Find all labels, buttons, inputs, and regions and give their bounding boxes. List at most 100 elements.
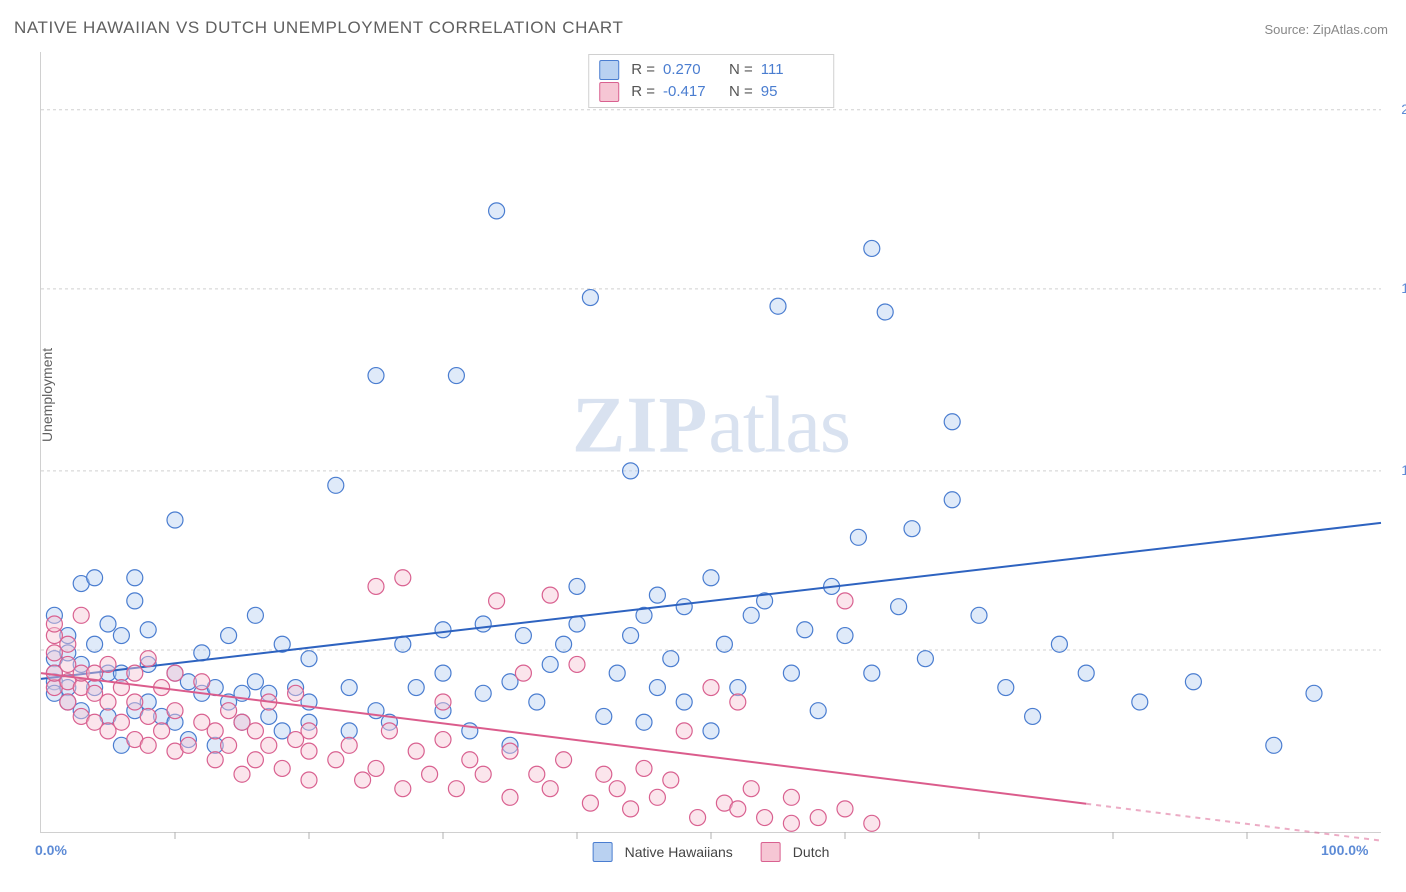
scatter-point	[582, 795, 598, 811]
scatter-point	[542, 656, 558, 672]
scatter-point	[167, 665, 183, 681]
scatter-point	[247, 607, 263, 623]
scatter-point	[864, 815, 880, 831]
scatter-point	[623, 463, 639, 479]
scatter-point	[87, 570, 103, 586]
scatter-point	[127, 665, 143, 681]
scatter-point	[944, 492, 960, 508]
scatter-point	[783, 789, 799, 805]
scatter-point	[180, 737, 196, 753]
scatter-point	[435, 665, 451, 681]
scatter-point	[502, 789, 518, 805]
scatter-point	[810, 703, 826, 719]
source-credit: Source: ZipAtlas.com	[1264, 22, 1388, 37]
scatter-point	[475, 616, 491, 632]
series-legend: Native Hawaiians Dutch	[593, 842, 830, 862]
scatter-point	[100, 616, 116, 632]
scatter-point	[649, 789, 665, 805]
y-tick-label: 12.5%	[1386, 462, 1406, 478]
scatter-point	[221, 737, 237, 753]
scatter-point	[850, 529, 866, 545]
scatter-point	[515, 665, 531, 681]
scatter-point	[556, 752, 572, 768]
scatter-point	[87, 636, 103, 652]
scatter-point	[783, 815, 799, 831]
scatter-point	[757, 810, 773, 826]
scatter-point	[328, 477, 344, 493]
r-value: 0.270	[663, 59, 721, 81]
scatter-point	[341, 680, 357, 696]
scatter-point	[288, 685, 304, 701]
scatter-point	[167, 512, 183, 528]
scatter-point	[381, 723, 397, 739]
scatter-point	[703, 723, 719, 739]
scatter-point	[395, 636, 411, 652]
scatter-point	[368, 578, 384, 594]
scatter-point	[623, 801, 639, 817]
r-value: -0.417	[663, 81, 721, 103]
y-tick-label: 18.8%	[1386, 280, 1406, 296]
n-value: 95	[761, 81, 819, 103]
scatter-point	[609, 781, 625, 797]
scatter-point	[207, 723, 223, 739]
scatter-point	[864, 665, 880, 681]
scatter-point	[247, 674, 263, 690]
scatter-point	[140, 622, 156, 638]
scatter-point	[663, 651, 679, 667]
scatter-point	[1266, 737, 1282, 753]
scatter-point	[221, 628, 237, 644]
scatter-point	[247, 723, 263, 739]
trend-line-extrap	[1086, 804, 1381, 841]
scatter-point	[489, 203, 505, 219]
scatter-point	[355, 772, 371, 788]
scatter-point	[261, 708, 277, 724]
scatter-point	[676, 723, 692, 739]
trend-line	[41, 673, 1086, 804]
scatter-point	[649, 587, 665, 603]
scatter-point	[529, 766, 545, 782]
scatter-point	[676, 694, 692, 710]
scatter-point	[127, 570, 143, 586]
scatter-point	[877, 304, 893, 320]
scatter-point	[582, 290, 598, 306]
scatter-point	[167, 703, 183, 719]
stats-legend-row: R =0.270N =111	[599, 59, 819, 81]
scatter-point	[301, 772, 317, 788]
n-label: N =	[729, 81, 753, 103]
scatter-point	[730, 801, 746, 817]
scatter-point	[542, 781, 558, 797]
scatter-point	[60, 694, 76, 710]
y-tick-label: 6.3%	[1386, 641, 1406, 657]
scatter-point	[1051, 636, 1067, 652]
scatter-point	[609, 665, 625, 681]
series-legend-label: Native Hawaiians	[625, 844, 733, 860]
scatter-point	[475, 766, 491, 782]
stats-legend-row: R = -0.417 N = 95	[599, 81, 819, 103]
scatter-point	[743, 781, 759, 797]
scatter-point	[569, 616, 585, 632]
scatter-point	[596, 766, 612, 782]
scatter-point	[1132, 694, 1148, 710]
scatter-point	[127, 593, 143, 609]
scatter-point	[891, 599, 907, 615]
scatter-point	[341, 723, 357, 739]
scatter-point	[435, 622, 451, 638]
scatter-point	[301, 743, 317, 759]
scatter-point	[569, 656, 585, 672]
scatter-point	[328, 752, 344, 768]
legend-swatch	[599, 82, 619, 102]
scatter-point	[703, 570, 719, 586]
scatter-point	[73, 607, 89, 623]
legend-swatch	[593, 842, 613, 862]
scatter-point	[154, 723, 170, 739]
scatter-point	[770, 298, 786, 314]
scatter-point	[703, 680, 719, 696]
scatter-point	[301, 723, 317, 739]
scatter-point	[810, 810, 826, 826]
scatter-point	[462, 752, 478, 768]
scatter-point	[221, 703, 237, 719]
r-label: R =	[631, 81, 655, 103]
scatter-point	[971, 607, 987, 623]
scatter-point	[663, 772, 679, 788]
series-legend-item: Dutch	[761, 842, 830, 862]
